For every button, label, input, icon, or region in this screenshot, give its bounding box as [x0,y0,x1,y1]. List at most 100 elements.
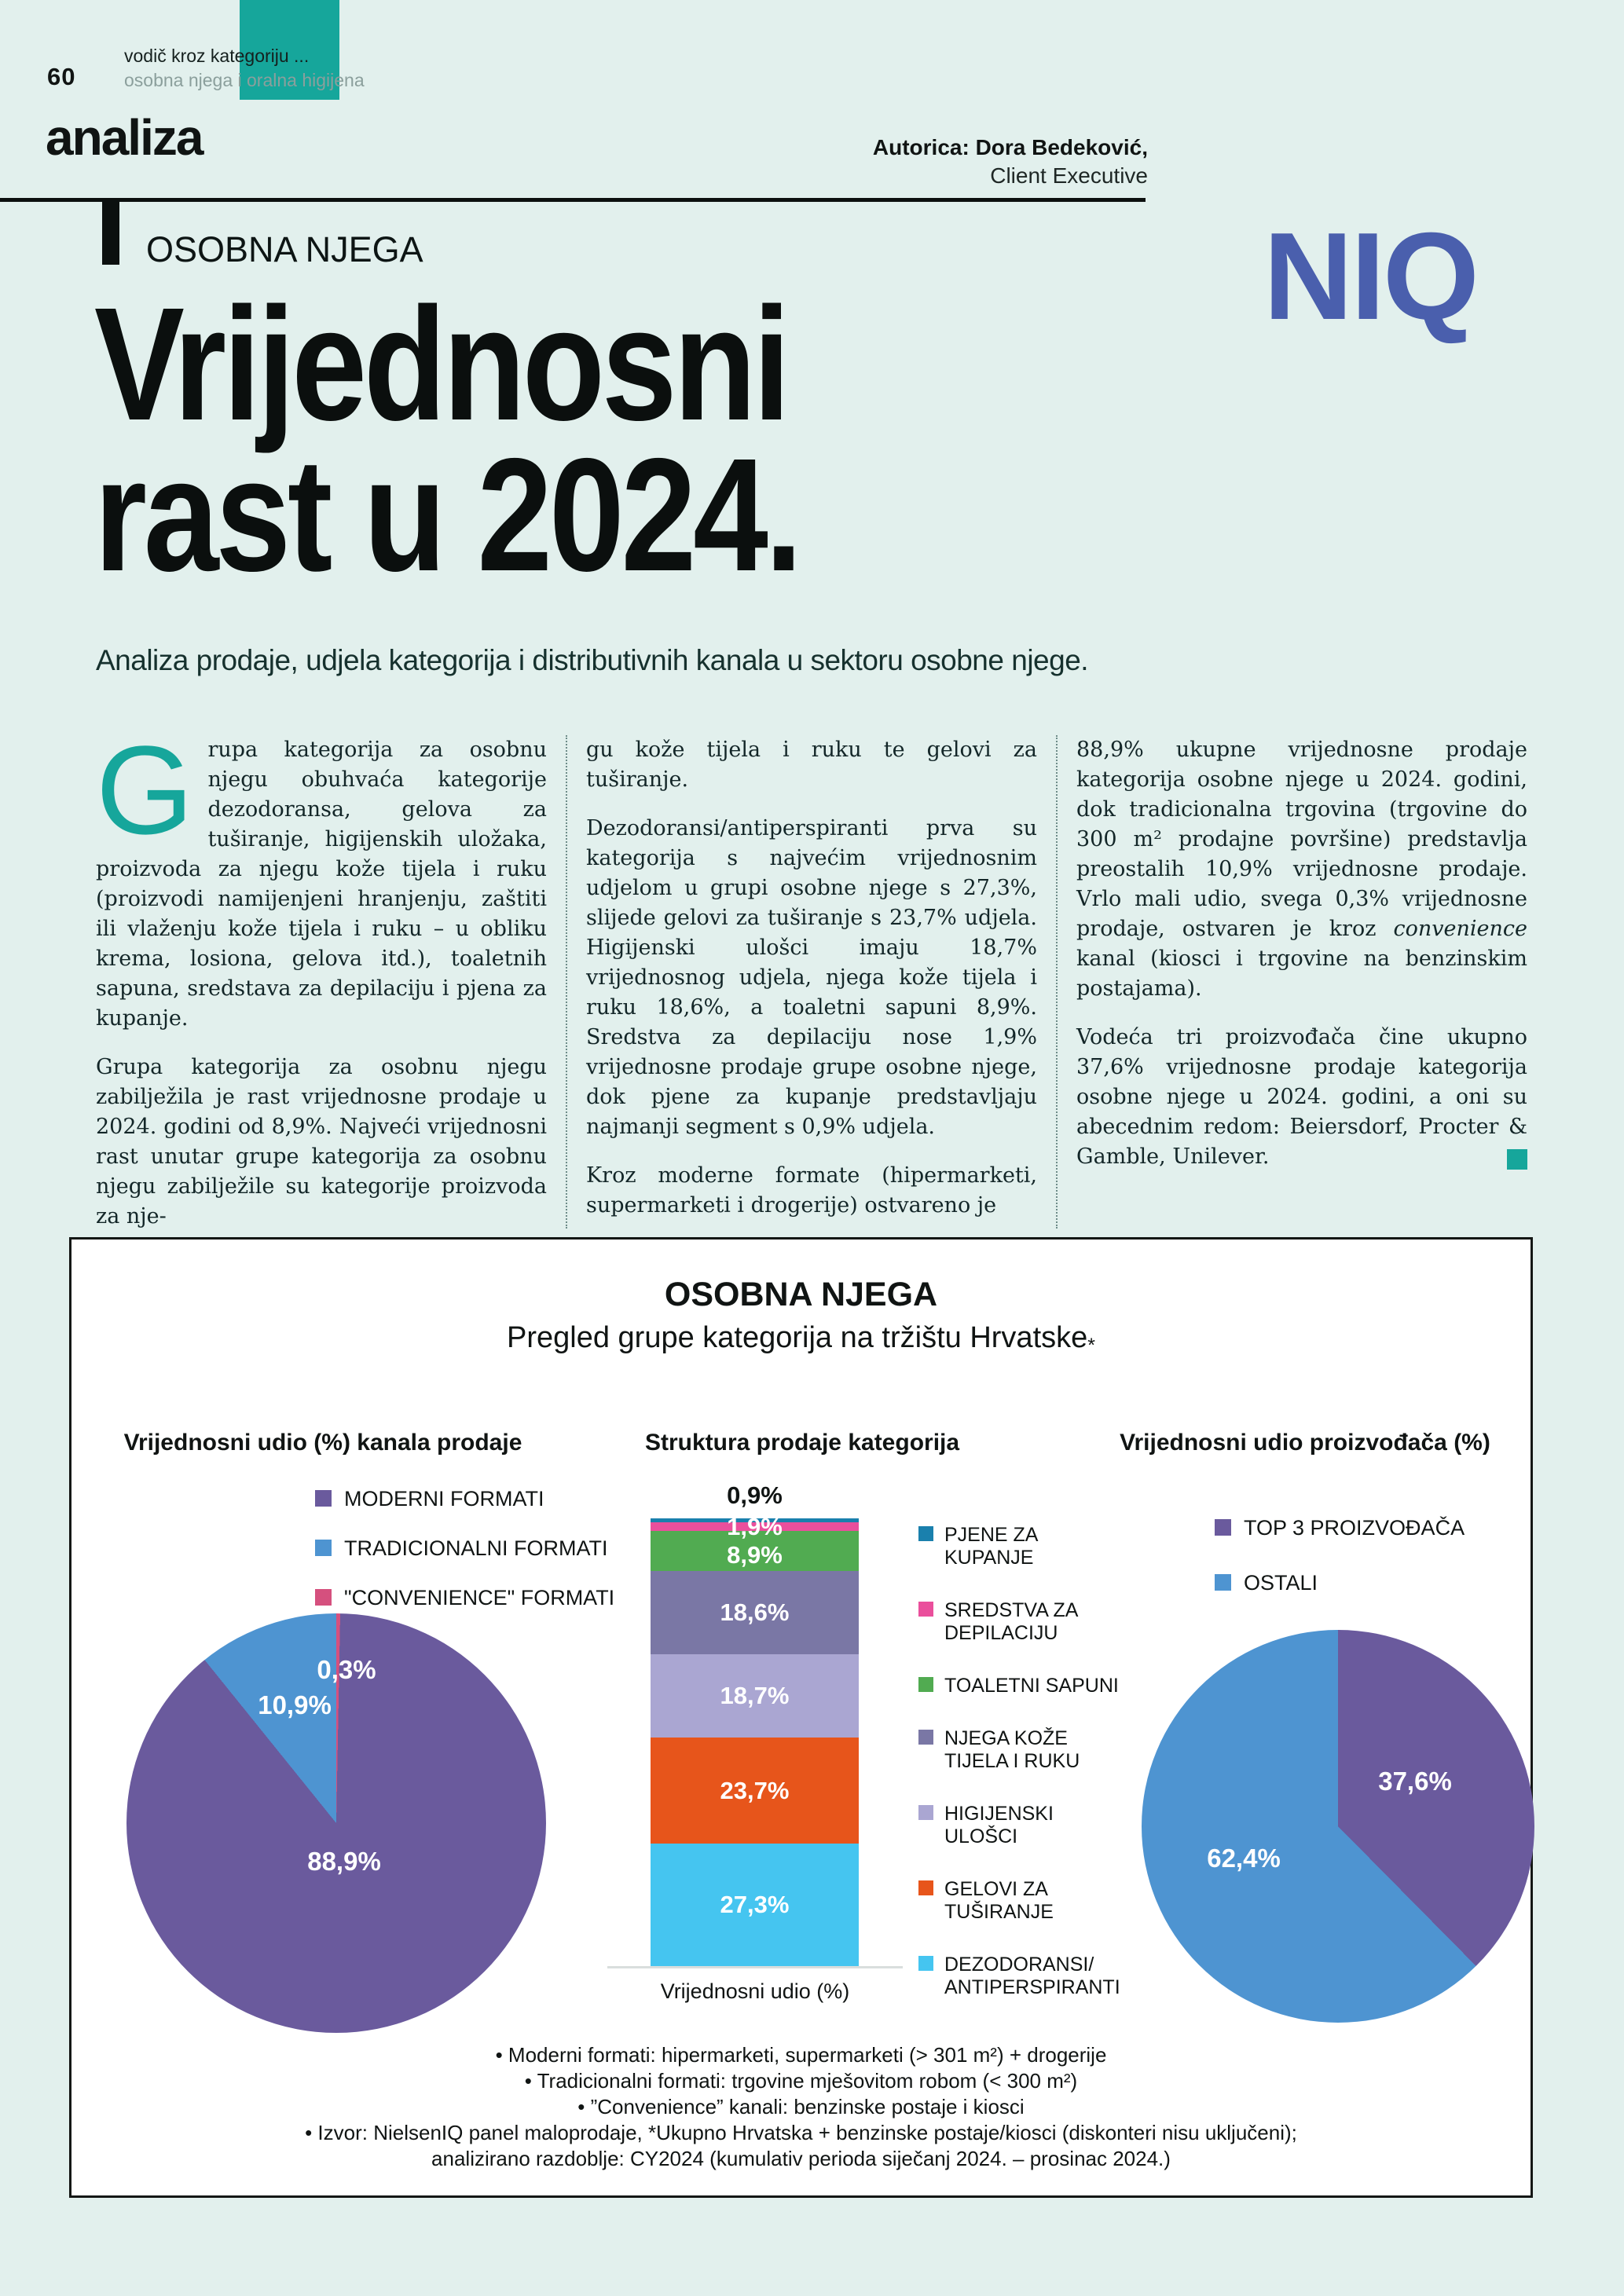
eyebrow: OSOBNA NJEGA [146,229,423,269]
legend-label: GELOVI ZA TUŠIRANJE [944,1878,1054,1923]
legend-manufacturers: TOP 3 PROIZVOĐAČA OSTALI [1215,1516,1465,1595]
bar-segment [651,1522,859,1531]
author-block: Autorica: Dora Bedeković, Client Executi… [873,134,1148,190]
footnote-line: • Izvor: NielsenIQ panel maloprodaje, *U… [305,2121,1297,2144]
infographic-box: OSOBNA NJEGA Pregled grupe kategorija na… [69,1237,1534,2198]
header-accent-square [240,0,339,100]
legend-label: DEZODORANSI/ ANTIPERSPIRANTI [944,1954,1120,1998]
article-column-2: gu kože tijela i ruku te gelovi za tušir… [566,735,1058,1229]
legend-label: TRADICIONALNI FORMATI [344,1536,608,1560]
infographic-subtitle: Pregled grupe kategorija na tržištu Hrva… [507,1321,1095,1357]
niq-logo: NIQ [1263,207,1479,346]
legend-item: "CONVENIENCE" FORMATI [315,1586,614,1609]
pie-value-label: 88,9% [307,1847,381,1876]
paragraph: Grupa kategorija za osobnu njegu zabilje… [96,1055,547,1229]
footnote-mark: * [1087,1335,1095,1357]
pie-chart-channels [126,1613,546,2033]
legend-label: TOP 3 PROIZVOĐAČA [1244,1516,1465,1540]
legend-item: HIGIJENSKI ULOŠCI [918,1803,1120,1848]
legend-label: "CONVENIENCE" FORMATI [344,1586,615,1609]
paragraph: Vodeća tri proizvođača čine ukupno 37,6%… [1076,1025,1527,1170]
legend-item: PJENE ZA KUPANJE [918,1524,1120,1569]
article-end-mark [1507,1149,1527,1170]
legend-swatch [918,1602,933,1617]
legend-item: TOP 3 PROIZVOĐAČA [1215,1516,1465,1540]
legend-swatch [315,1589,332,1606]
legend-swatch [918,1730,933,1745]
legend-swatch [918,1880,933,1895]
bar-value-label-top: 0,9% [727,1481,783,1509]
author-name: Autorica: Dora Bedeković, [872,135,1148,159]
legend-label: HIGIJENSKI ULOŠCI [944,1803,1054,1847]
footnote-line: analizirano razdoblje: CY2024 (kumulativ… [431,2147,1171,2170]
footnote-line: • Moderni formati: hipermarketi, superma… [495,2043,1107,2067]
dropcap: G [96,720,194,860]
page-title-line1: Vrijednosni [94,274,790,454]
infographic-title: OSOBNA NJEGA [664,1276,938,1313]
legend-swatch [918,1677,933,1692]
footnote-line: • ”Convenience” kanali: benzinske postaj… [577,2095,1025,2118]
kicker-line2: osobna njega i oralna higijena [124,70,365,90]
chart-title-channels: Vrijednosni udio (%) kanala prodaje [123,1430,522,1456]
paragraph: Dezodoransi/antiperspiranti prva su kate… [586,816,1037,1139]
legend-swatch [1215,1519,1231,1536]
bar-segment [651,1530,859,1571]
eyebrow-tick [102,198,119,265]
page-title: Vrijednosni rast u 2024. [94,274,802,605]
kicker: vodič kroz kategoriju ... osobna njega i… [124,44,365,93]
chart-title-structure: Struktura prodaje kategorija [644,1430,960,1456]
page-number: 60 [47,63,76,90]
bar-segment [651,1738,859,1844]
legend-item: GELOVI ZA TUŠIRANJE [918,1878,1120,1924]
legend-structure: PJENE ZA KUPANJE SREDSTVA ZA DEPILACIJU TO… [918,1524,1120,1999]
legend-label: MODERNI FORMATI [344,1487,544,1511]
kicker-line1: vodič kroz kategoriju ... [124,46,310,66]
legend-swatch [918,1526,933,1541]
legend-item: TOALETNI SAPUNI [918,1675,1120,1697]
legend-item: TRADICIONALNI FORMATI [315,1536,614,1560]
bar-segment [651,1844,859,1966]
x-axis-label: Vrijednosni udio (%) [660,1979,850,2003]
pie-value-label: 10,9% [258,1690,332,1719]
section-label: analiza [46,109,203,166]
article-column-3: 88,9% ukupne vrijednosne prodaje kategor… [1058,735,1527,1229]
legend-item: MODERNI FORMATI [315,1487,614,1511]
lede: Analiza prodaje, udjela kategorija i dis… [96,644,1089,676]
legend-item: SREDSTVA ZA DEPILACIJU [918,1599,1120,1645]
legend-swatch [315,1540,332,1556]
legend-label: PJENE ZA KUPANJE [944,1524,1039,1569]
author-role: Client Executive [990,163,1148,188]
legend-label: TOALETNI SAPUNI [944,1675,1119,1697]
paragraph: 88,9% ukupne vrijednosne prodaje kategor… [1076,738,1527,1001]
pie-value-label: 37,6% [1378,1767,1452,1796]
legend-channels: MODERNI FORMATI TRADICIONALNI FORMATI "CON… [315,1487,614,1609]
page-title-line2: rast u 2024. [94,425,802,605]
bar-segment [651,1518,859,1523]
paragraph: gu kože tijela i ruku te gelovi za tušir… [586,738,1037,792]
bar-segment [651,1570,859,1654]
pie-chart-manufacturers [1142,1630,1534,2023]
bar-segment [651,1653,859,1738]
legend-item: DEZODORANSI/ ANTIPERSPIRANTI [918,1954,1120,1999]
chart-title-manufacturers: Vrijednosni udio proizvođača (%) [1120,1430,1490,1456]
paragraph: Kroz moderne formate (hipermarketi, supe… [586,1163,1037,1218]
legend-label: NJEGA KOŽE TIJELA I RUKU [944,1727,1080,1772]
footnote-line: • Tradicionalni formati: trgovine mješov… [524,2069,1078,2093]
legend-swatch [918,1956,933,1971]
legend-swatch [315,1490,332,1507]
footnotes: • Moderni formati: hipermarketi, superma… [71,2042,1531,2172]
pie-value-label: 0,3% [317,1655,376,1684]
legend-item: NJEGA KOŽE TIJELA I RUKU [918,1727,1120,1773]
pie-value-label: 62,4% [1207,1844,1281,1873]
legend-label: OSTALI [1244,1571,1318,1595]
legend-swatch [918,1805,933,1820]
x-axis-line [607,1966,903,1968]
header-rule [0,198,1146,202]
legend-label: SREDSTVA ZA DEPILACIJU [944,1599,1079,1644]
stacked-bar-structure [651,1518,859,1966]
legend-item: OSTALI [1215,1571,1465,1595]
